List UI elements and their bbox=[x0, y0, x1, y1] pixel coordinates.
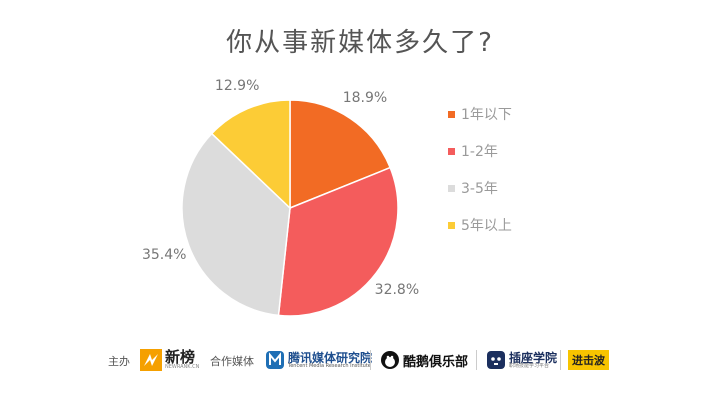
divider bbox=[560, 350, 561, 370]
host-logo-sub: NEWRANK.CN bbox=[165, 364, 200, 370]
partner-sub: Tencent Media Research Institute bbox=[288, 362, 371, 369]
partner-name: 酷鹅俱乐部 bbox=[403, 354, 469, 370]
legend-swatch bbox=[448, 110, 455, 118]
partner-name: 进击波 bbox=[572, 354, 605, 367]
partner-logo-tencent[interactable]: 腾讯媒体研究院 Tencent Media Research Institute bbox=[265, 348, 372, 372]
legend-item: 5年以上 bbox=[448, 215, 512, 235]
divider bbox=[476, 350, 477, 370]
partner-logo-penguin[interactable]: 酷鹅俱乐部 bbox=[380, 348, 468, 372]
partner-logo-badge[interactable]: 进击波 bbox=[568, 350, 609, 370]
newrank-logo-icon bbox=[140, 349, 162, 371]
pie-slice bbox=[181, 132, 291, 317]
partner-label: 合作媒体 bbox=[210, 355, 254, 368]
legend-item: 1-2年 bbox=[448, 141, 512, 161]
legend-label: 5年以上 bbox=[461, 218, 512, 234]
legend-label: 1-2年 bbox=[461, 144, 498, 160]
slice-label: 12.9% bbox=[215, 78, 259, 94]
page-title: 你从事新媒体多久了? bbox=[226, 28, 494, 58]
legend-swatch bbox=[448, 147, 455, 155]
partner-sub: 职场技能学习平台 bbox=[509, 362, 550, 369]
socket-logo-icon bbox=[487, 351, 505, 369]
pie-slice bbox=[277, 166, 399, 317]
legend-item: 3-5年 bbox=[448, 178, 512, 198]
host-logo[interactable]: 新榜 NEWRANK.CN bbox=[140, 348, 199, 372]
slice-label: 35.4% bbox=[142, 247, 186, 263]
partner-name: 腾讯媒体研究院 bbox=[288, 350, 373, 365]
tencent-media-logo-icon bbox=[266, 351, 284, 369]
host-label: 主办 bbox=[108, 355, 130, 368]
divider bbox=[370, 350, 371, 370]
pie-slice bbox=[210, 99, 291, 210]
host-logo-name: 新榜 bbox=[165, 348, 196, 366]
penguin-logo-icon bbox=[381, 351, 399, 369]
slice-label: 18.9% bbox=[343, 90, 387, 106]
footer: 主办 新榜 NEWRANK.CN 合作媒体 腾讯媒体研究院 Tencent Me… bbox=[0, 340, 720, 380]
legend-swatch bbox=[448, 221, 455, 229]
legend-label: 1年以下 bbox=[461, 107, 512, 123]
legend: 1年以下 1-2年 3-5年 5年以上 bbox=[448, 104, 512, 252]
legend-item: 1年以下 bbox=[448, 104, 512, 124]
legend-swatch bbox=[448, 184, 455, 192]
legend-label: 3-5年 bbox=[461, 181, 498, 197]
slice-label: 32.8% bbox=[375, 282, 419, 298]
partner-logo-socket[interactable]: 插座学院 职场技能学习平台 bbox=[486, 348, 557, 372]
pie-slice bbox=[289, 99, 392, 210]
partner-name: 插座学院 bbox=[509, 350, 558, 365]
